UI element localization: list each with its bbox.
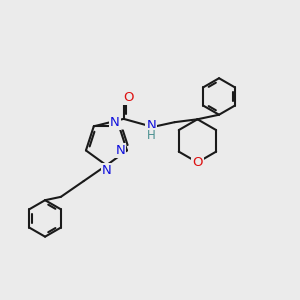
Text: N: N xyxy=(102,164,111,177)
Text: O: O xyxy=(123,91,134,104)
Text: O: O xyxy=(192,156,203,169)
Text: N: N xyxy=(146,119,156,132)
Text: N: N xyxy=(116,144,125,157)
Text: N: N xyxy=(110,116,120,129)
Text: H: H xyxy=(147,129,156,142)
